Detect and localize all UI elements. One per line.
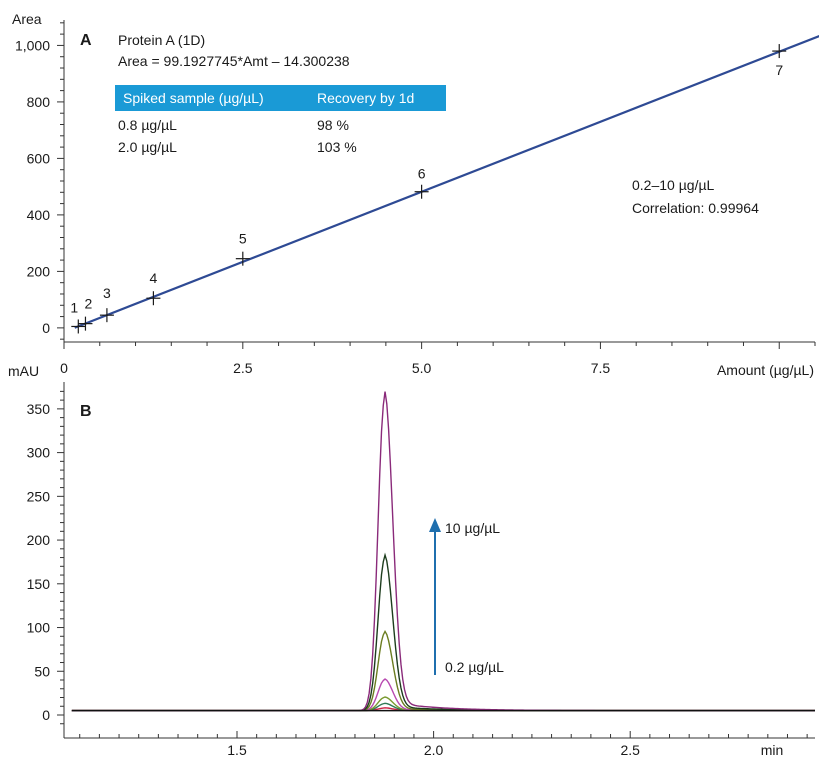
calibration-points: 1 23 4 5 6 7 — [70, 44, 787, 334]
correlation-note: Correlation: 0.99964 — [632, 200, 759, 216]
y-tick-label: 0 — [42, 707, 50, 723]
x-tick-label: 7.5 — [591, 360, 611, 376]
y-tick-label: 150 — [27, 576, 51, 592]
panel-b-x-label: min — [761, 742, 784, 757]
data-point: 3 — [99, 285, 114, 323]
point-label: 4 — [150, 270, 158, 286]
y-tick-label: 50 — [34, 663, 50, 679]
panel-b-letter: B — [80, 403, 92, 420]
table-header-sample: Spiked sample (µg/µL) — [123, 90, 264, 106]
y-tick-label: 0 — [42, 320, 50, 336]
chromatogram-trace — [71, 678, 815, 712]
table-cell: 103 % — [317, 139, 357, 155]
point-label: 2 — [85, 296, 93, 312]
point-label: 5 — [239, 231, 247, 247]
recovery-table-header — [115, 85, 446, 111]
panel-b-ticks: 1.5 2.0 2.5 0 50 100 150 200 250 300 350 — [27, 390, 808, 757]
panel-a-x-label: Amount (µg/µL) — [717, 362, 814, 378]
point-label: 6 — [418, 166, 426, 182]
fit-equation: Area = 99.1927745*Amt – 14.300238 — [118, 53, 350, 69]
table-cell: 0.8 µg/µL — [118, 117, 177, 133]
arrow-bottom-label: 0.2 µg/µL — [445, 659, 504, 675]
x-tick-label: 5.0 — [412, 360, 432, 376]
chart-title: Protein A (1D) — [118, 32, 205, 48]
table-cell: 98 % — [317, 117, 349, 133]
y-tick-label: 800 — [27, 94, 51, 110]
x-tick-label: 2.5 — [233, 360, 253, 376]
y-tick-label: 1,000 — [15, 37, 50, 53]
x-tick-label: 2.0 — [424, 742, 444, 757]
arrow-head-icon — [429, 518, 441, 532]
panel-a-ticks: 0 2.5 5.0 7.5 0 200 400 600 800 1,000 — [15, 22, 816, 376]
fit-line-group — [74, 34, 819, 329]
data-point: 7 — [772, 44, 787, 78]
data-point: 4 — [146, 270, 161, 306]
arrow-top-label: 10 µg/µL — [445, 520, 500, 536]
y-tick-label: 200 — [27, 532, 51, 548]
panel-a-letter: A — [80, 32, 92, 49]
panel-b-y-label: mAU — [8, 363, 39, 379]
panel-a-y-label: Area — [12, 11, 42, 27]
calibration-chart: 0 2.5 5.0 7.5 0 200 400 600 800 1,000 Area Amount… — [12, 11, 819, 378]
concentration-arrow: 10 µg/µL 0.2 µg/µL — [429, 518, 504, 675]
point-label: 3 — [103, 285, 111, 301]
y-tick-label: 200 — [27, 263, 51, 279]
y-tick-label: 400 — [27, 207, 51, 223]
data-point: 5 — [235, 231, 250, 266]
chromatogram-chart: 1.5 2.0 2.5 0 50 100 150 200 250 300 350 mAU min B… — [8, 363, 815, 757]
y-tick-label: 300 — [27, 445, 51, 461]
recovery-table: Spiked sample (µg/µL) Recovery by 1d 0.8… — [115, 85, 446, 155]
x-tick-label: 0 — [60, 360, 68, 376]
point-label: 1 — [70, 299, 78, 315]
fit-line — [74, 34, 819, 329]
table-header-recovery: Recovery by 1d — [317, 90, 414, 106]
range-note: 0.2–10 µg/µL — [632, 177, 715, 193]
data-point: 6 — [414, 166, 429, 199]
point-label: 7 — [775, 62, 783, 78]
data-point: 1 — [70, 299, 86, 334]
chromatogram-trace — [71, 391, 815, 712]
chromatogram-trace — [71, 552, 815, 712]
data-point: 2 — [78, 296, 93, 331]
x-tick-label: 2.5 — [620, 742, 640, 757]
table-cell: 2.0 µg/µL — [118, 139, 177, 155]
chromatogram-trace — [71, 629, 815, 712]
y-tick-label: 600 — [27, 150, 51, 166]
y-tick-label: 100 — [27, 620, 51, 636]
y-tick-label: 250 — [27, 488, 51, 504]
x-tick-label: 1.5 — [227, 742, 247, 757]
chromatogram-traces — [71, 391, 815, 712]
y-tick-label: 350 — [27, 401, 51, 417]
